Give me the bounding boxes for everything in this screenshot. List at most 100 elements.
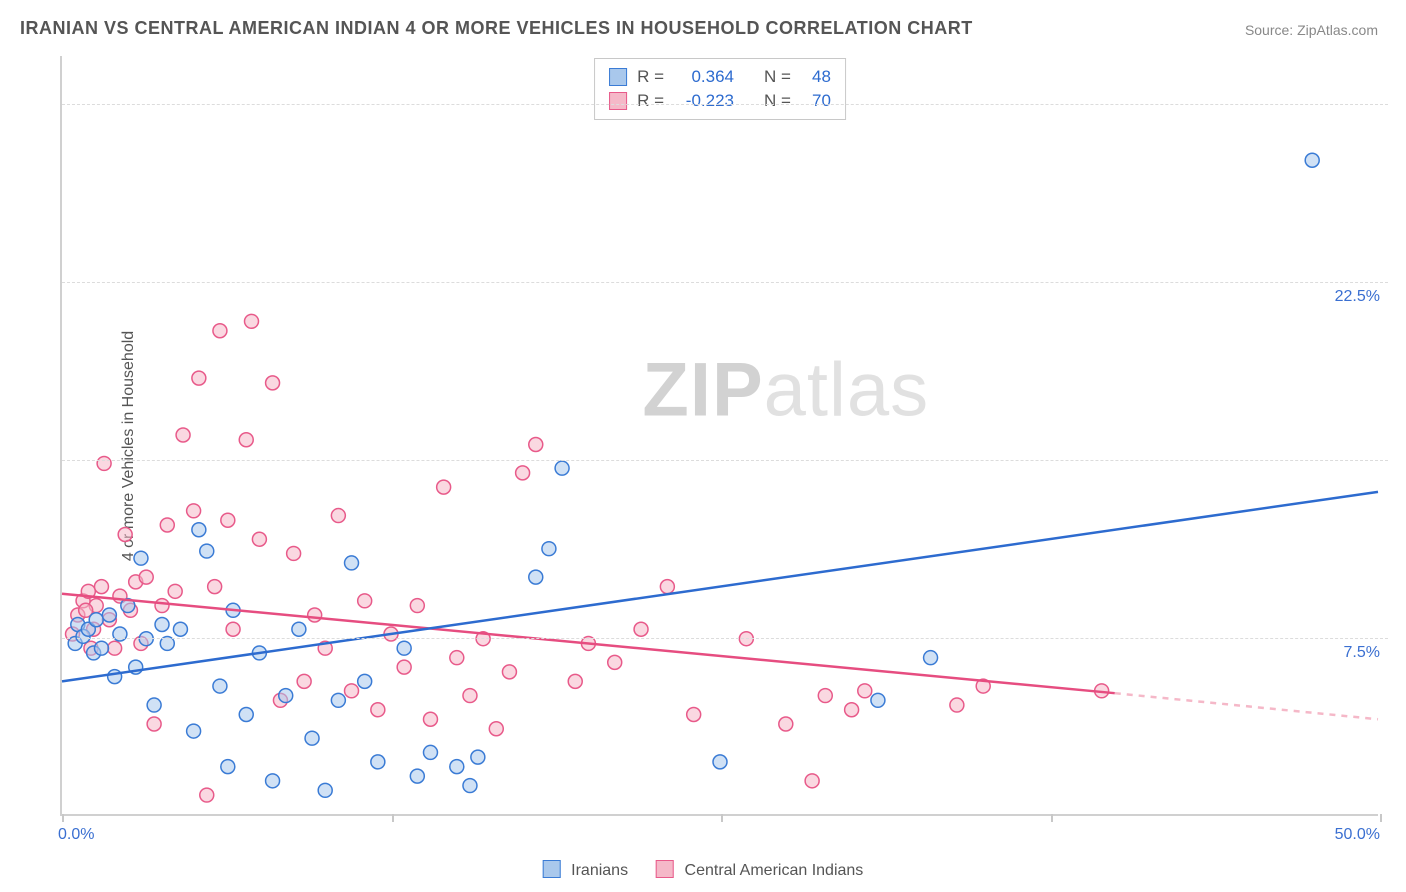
x-tick-label: 50.0% [1335, 826, 1380, 844]
scatter-point [94, 580, 108, 594]
scatter-point [345, 556, 359, 570]
stats-row-pink: R = -0.223 N = 70 [609, 89, 831, 113]
scatter-point [208, 580, 222, 594]
scatter-point [516, 466, 530, 480]
r-value-blue: 0.364 [674, 67, 734, 87]
scatter-point [155, 618, 169, 632]
scatter-point [950, 698, 964, 712]
n-value-pink: 70 [801, 91, 831, 111]
scatter-point [200, 788, 214, 802]
scatter-point [423, 745, 437, 759]
scatter-point [660, 580, 674, 594]
scatter-point [529, 570, 543, 584]
scatter-point [287, 546, 301, 560]
scatter-point [297, 674, 311, 688]
scatter-point [489, 722, 503, 736]
scatter-point [818, 689, 832, 703]
scatter-point [134, 551, 148, 565]
scatter-point [221, 513, 235, 527]
scatter-point [924, 651, 938, 665]
scatter-point [192, 371, 206, 385]
scatter-point [331, 693, 345, 707]
r-value-pink: -0.223 [674, 91, 734, 111]
scatter-point [397, 641, 411, 655]
n-value-blue: 48 [801, 67, 831, 87]
scatter-point [471, 750, 485, 764]
scatter-point [213, 324, 227, 338]
series-legend: Iranians Central American Indians [543, 860, 864, 880]
legend-item-iranians: Iranians [543, 860, 628, 880]
scatter-point [187, 724, 201, 738]
scatter-point [139, 570, 153, 584]
scatter-point [94, 641, 108, 655]
scatter-point [160, 518, 174, 532]
scatter-point [252, 532, 266, 546]
scatter-point [450, 760, 464, 774]
regression-line [62, 594, 1115, 693]
scatter-point [292, 622, 306, 636]
legend-item-central-american-indians: Central American Indians [656, 860, 863, 880]
scatter-point [97, 456, 111, 470]
scatter-point [266, 774, 280, 788]
stats-legend-box: R = 0.364 N = 48 R = -0.223 N = 70 [594, 58, 846, 120]
scatter-point [555, 461, 569, 475]
scatter-point [187, 504, 201, 518]
scatter-point [108, 641, 122, 655]
scatter-point [226, 622, 240, 636]
regression-line [1115, 693, 1378, 719]
scatter-point [397, 660, 411, 674]
scatter-point [192, 523, 206, 537]
y-tick-label: 7.5% [1344, 644, 1380, 662]
scatter-point [168, 584, 182, 598]
scatter-point [1305, 153, 1319, 167]
scatter-point [608, 655, 622, 669]
scatter-point [89, 613, 103, 627]
scatter-point [176, 428, 190, 442]
swatch-blue-icon [543, 860, 561, 878]
swatch-pink-icon [656, 860, 674, 878]
scatter-point [371, 703, 385, 717]
y-tick-label: 22.5% [1335, 288, 1380, 306]
scatter-point [410, 769, 424, 783]
scatter-point [423, 712, 437, 726]
scatter-point [239, 708, 253, 722]
scatter-point [858, 684, 872, 698]
scatter-point [568, 674, 582, 688]
scatter-point [318, 783, 332, 797]
scatter-point [845, 703, 859, 717]
swatch-pink-icon [609, 92, 627, 110]
stats-row-blue: R = 0.364 N = 48 [609, 65, 831, 89]
plot-area: ZIPatlas R = 0.364 N = 48 R = -0.223 N =… [60, 56, 1378, 816]
scatter-point [200, 544, 214, 558]
scatter-point [713, 755, 727, 769]
scatter-point [542, 542, 556, 556]
scatter-point [213, 679, 227, 693]
scatter-point [502, 665, 516, 679]
scatter-point [437, 480, 451, 494]
scatter-point [345, 684, 359, 698]
scatter-point [871, 693, 885, 707]
scatter-point [173, 622, 187, 636]
scatter-point [221, 760, 235, 774]
scatter-point [147, 698, 161, 712]
scatter-point [463, 689, 477, 703]
chart-title: IRANIAN VS CENTRAL AMERICAN INDIAN 4 OR … [20, 18, 973, 39]
x-tick-label: 0.0% [58, 826, 94, 844]
scatter-point [805, 774, 819, 788]
scatter-point [358, 594, 372, 608]
scatter-point [239, 433, 253, 447]
scatter-point [279, 689, 293, 703]
regression-line [62, 492, 1378, 681]
scatter-point [371, 755, 385, 769]
scatter-point [410, 599, 424, 613]
scatter-point [308, 608, 322, 622]
swatch-blue-icon [609, 68, 627, 86]
scatter-point [155, 599, 169, 613]
scatter-point [245, 314, 259, 328]
scatter-svg [62, 56, 1378, 814]
scatter-point [266, 376, 280, 390]
scatter-point [687, 708, 701, 722]
scatter-point [529, 437, 543, 451]
scatter-point [102, 608, 116, 622]
scatter-point [118, 528, 132, 542]
